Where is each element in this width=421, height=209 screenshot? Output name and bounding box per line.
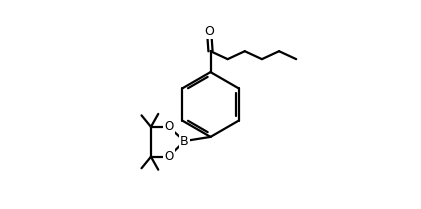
Text: O: O xyxy=(164,150,173,163)
Text: O: O xyxy=(205,25,214,38)
Text: O: O xyxy=(164,120,173,133)
Text: B: B xyxy=(180,135,189,148)
